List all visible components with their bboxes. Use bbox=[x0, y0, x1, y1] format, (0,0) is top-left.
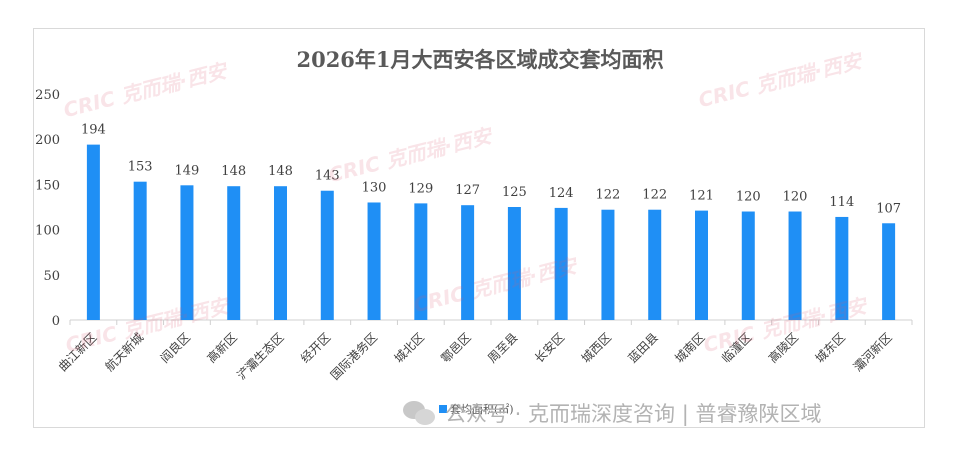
y-tick-label: 50 bbox=[43, 269, 60, 284]
bar bbox=[227, 186, 241, 320]
wechat-icon bbox=[403, 399, 437, 427]
bar bbox=[133, 181, 147, 320]
x-tick-label: 周至县 bbox=[485, 330, 520, 365]
x-tick-label: 国际港务区 bbox=[327, 330, 380, 383]
legend-swatch bbox=[439, 405, 447, 413]
x-tick-label: 临潼区 bbox=[718, 330, 754, 366]
data-label: 149 bbox=[175, 163, 200, 178]
bar bbox=[882, 223, 896, 320]
data-label: 124 bbox=[549, 186, 574, 201]
x-tick-label: 长安区 bbox=[531, 330, 567, 366]
x-tick-label: 浐灞生态区 bbox=[234, 330, 286, 382]
bar bbox=[86, 144, 100, 320]
bar bbox=[367, 202, 381, 320]
bar bbox=[601, 209, 615, 320]
x-tick-label: 阎良区 bbox=[157, 330, 193, 366]
data-label: 148 bbox=[221, 164, 246, 179]
bar bbox=[320, 190, 334, 320]
legend: 套均面积(㎡) bbox=[439, 403, 514, 416]
data-label: 125 bbox=[502, 185, 527, 200]
y-tick-label: 250 bbox=[35, 88, 60, 103]
data-label: 129 bbox=[408, 181, 433, 196]
footer-text: 公众号 · 克而瑞深度咨询 | 普睿豫陕区域 bbox=[445, 402, 822, 426]
bar bbox=[554, 207, 568, 320]
data-label: 122 bbox=[642, 188, 667, 203]
x-tick-label: 城东区 bbox=[813, 330, 848, 365]
x-tick-label: 城北区 bbox=[392, 330, 427, 365]
data-label: 122 bbox=[596, 188, 621, 203]
data-label: 114 bbox=[829, 195, 854, 210]
x-tick-label: 航天新城 bbox=[102, 330, 147, 375]
data-label: 127 bbox=[455, 183, 480, 198]
footer-credit: 公众号 · 克而瑞深度咨询 | 普睿豫陕区域 bbox=[403, 396, 943, 430]
x-tick-label: 高陵区 bbox=[765, 330, 801, 366]
x-tick-label: 曲江新区 bbox=[55, 330, 100, 375]
bar bbox=[695, 210, 708, 320]
bar bbox=[414, 203, 428, 320]
x-tick-label: 鄠邑区 bbox=[438, 330, 473, 365]
x-tick-label: 蓝田县 bbox=[625, 330, 660, 365]
data-label: 107 bbox=[876, 201, 901, 216]
bar bbox=[507, 207, 521, 320]
data-label: 148 bbox=[268, 164, 293, 179]
y-tick-label: 150 bbox=[35, 178, 60, 193]
x-tick-label: 城南区 bbox=[672, 330, 708, 366]
x-tick-label: 灞河新区 bbox=[850, 330, 895, 375]
x-tick-label: 高新区 bbox=[204, 330, 240, 366]
data-label: 120 bbox=[783, 190, 808, 205]
bar bbox=[274, 186, 287, 320]
data-label: 121 bbox=[689, 189, 714, 204]
data-label: 120 bbox=[736, 190, 761, 205]
x-tick-label: 经开区 bbox=[298, 330, 333, 365]
data-label: 143 bbox=[315, 169, 340, 184]
data-label: 194 bbox=[81, 123, 106, 138]
y-tick-label: 200 bbox=[35, 133, 60, 148]
y-tick-label: 0 bbox=[52, 314, 60, 329]
bar bbox=[741, 211, 755, 320]
data-label: 130 bbox=[362, 180, 387, 195]
y-tick-label: 100 bbox=[35, 224, 60, 239]
axis-layer: 0 50 100 150 200 250 bbox=[35, 88, 913, 329]
chart-title: 2026年1月大西安各区域成交套均面积 bbox=[296, 47, 664, 72]
bar bbox=[180, 185, 194, 320]
data-label: 153 bbox=[128, 160, 153, 175]
legend-label: 套均面积(㎡) bbox=[450, 403, 514, 416]
x-tick-label: 城西区 bbox=[579, 330, 614, 365]
bars-layer bbox=[86, 144, 896, 320]
bar bbox=[648, 209, 662, 320]
bar bbox=[461, 205, 475, 320]
bar bbox=[788, 211, 802, 320]
bar bbox=[835, 216, 849, 320]
